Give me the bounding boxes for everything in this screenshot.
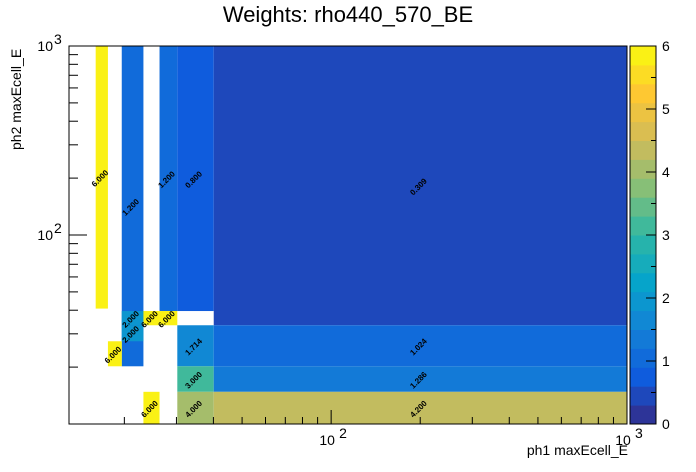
- heatmap-cell: [213, 325, 627, 367]
- colorbar-band: [630, 197, 656, 217]
- colorbar-tick-label: 4: [662, 164, 670, 180]
- heatmap-cell: [107, 341, 122, 367]
- colorbar-band: [630, 329, 656, 349]
- colorbar-band: [630, 386, 656, 406]
- colorbar-band: [630, 102, 656, 123]
- colorbar-band: [630, 46, 656, 66]
- y-tick-label: 10: [37, 227, 53, 243]
- heatmap-cell: [159, 311, 178, 326]
- colorbar-band: [630, 159, 656, 179]
- colorbar-tick-label: 5: [662, 101, 670, 117]
- colorbar-band: [630, 64, 656, 85]
- x-tick-label: 10: [615, 432, 631, 448]
- colorbar-tick-label: 3: [662, 227, 670, 243]
- heatmap-cell: [143, 311, 160, 326]
- heatmap-cell: [177, 325, 214, 367]
- colorbar-band: [630, 83, 656, 104]
- colorbar-tick-label: 6: [662, 38, 670, 54]
- y-tick-label-exponent: 2: [54, 220, 62, 236]
- y-tick-label-exponent: 3: [54, 31, 62, 47]
- colorbar-band: [630, 216, 656, 236]
- colorbar: 0 1 2 3 4 5 6: [629, 38, 670, 432]
- colorbar-tick-label: 0: [662, 416, 670, 432]
- colorbar-tick-label: 2: [662, 290, 670, 306]
- colorbar-band: [630, 291, 656, 312]
- colorbar-band: [630, 272, 656, 293]
- colorbar-band: [630, 367, 656, 387]
- colorbar-band: [630, 178, 656, 198]
- y-tick-label: 10: [37, 38, 53, 54]
- colorbar-band: [630, 140, 656, 160]
- colorbar-band: [630, 121, 656, 141]
- heatmap-cell: [143, 391, 160, 424]
- axes: 10 2 10 310 210 3: [37, 31, 643, 448]
- colorbar-band: [630, 235, 656, 255]
- heatmap-cell: [177, 46, 214, 312]
- chart-title: Weights: rho440_570_BE: [222, 2, 474, 27]
- colorbar-tick-label: 1: [662, 353, 670, 369]
- heatmap-cell: [177, 366, 214, 392]
- heatmap-cell: [95, 46, 108, 309]
- heatmap-cell: [177, 391, 214, 424]
- heatmap-cells: [95, 46, 627, 424]
- x-axis-label: ph1 maxEcell_E: [526, 442, 628, 458]
- heatmap-cell: [159, 46, 178, 312]
- x-tick-label: 10: [319, 432, 335, 448]
- heatmap-cell: [121, 46, 144, 367]
- heatmap-cell: [121, 325, 144, 342]
- colorbar-band: [630, 405, 656, 425]
- heatmap-cell: [213, 366, 627, 392]
- colorbar-band: [630, 310, 656, 330]
- colorbar-band: [630, 253, 656, 274]
- x-tick-label-exponent: 2: [339, 425, 347, 441]
- x-tick-label-exponent: 3: [635, 425, 643, 441]
- colorbar-band: [630, 348, 656, 368]
- heatmap-cell: [121, 311, 144, 326]
- heatmap-cell: [213, 46, 627, 326]
